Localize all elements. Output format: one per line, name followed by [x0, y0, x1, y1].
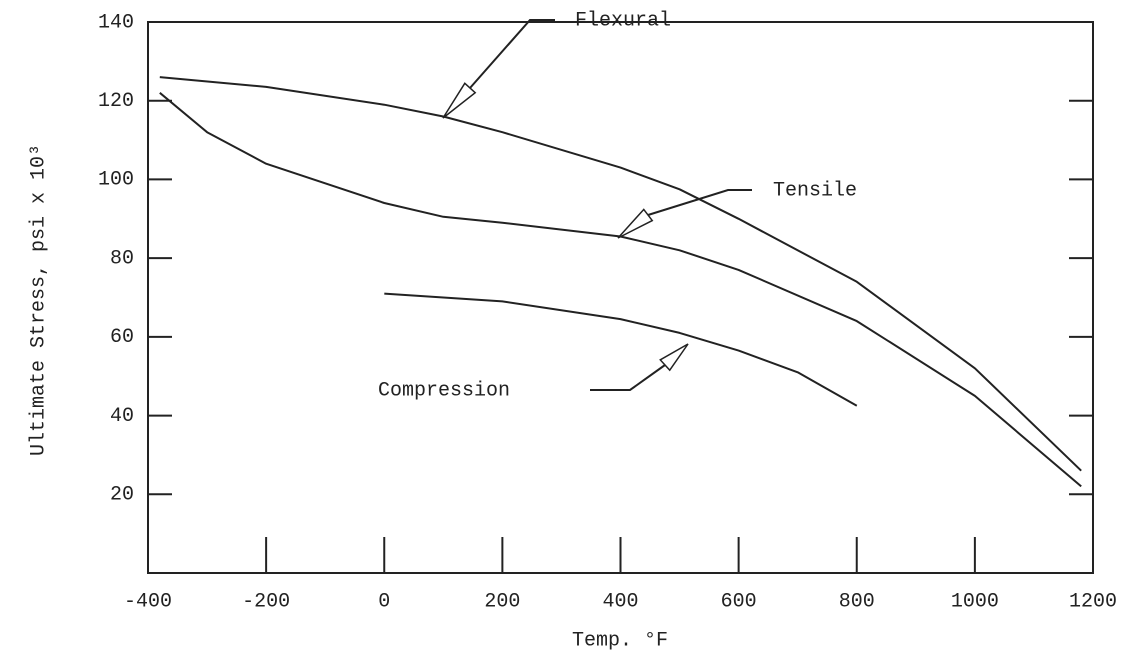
leader-line — [590, 364, 666, 391]
series-label: Tensile — [773, 179, 857, 202]
x-tick-label: -400 — [124, 590, 172, 613]
x-tick-label: 400 — [602, 590, 638, 613]
x-tick-label: 600 — [721, 590, 757, 613]
arrow-head — [617, 208, 654, 239]
y-tick-label: 100 — [98, 169, 134, 192]
y-axis-label: Ultimate Stress, psi x 10³ — [27, 144, 50, 456]
line — [159, 92, 1082, 488]
x-axis-label: Temp. °F — [572, 629, 668, 652]
y-tick-label: 80 — [110, 247, 134, 270]
x-tick-label: 1200 — [1069, 590, 1117, 613]
series-label: Flexural — [575, 9, 671, 32]
x-tick-label: 800 — [839, 590, 875, 613]
leader-line — [647, 189, 752, 216]
x-tick-label: 1000 — [951, 590, 999, 613]
x-tick-label: 200 — [484, 590, 520, 613]
arrow-head — [442, 82, 477, 119]
leader-line — [469, 19, 555, 89]
y-tick-label: 120 — [98, 90, 134, 113]
plot-frame — [147, 21, 1094, 574]
series-label: Compression — [378, 379, 510, 402]
y-tick-label: 20 — [110, 484, 134, 507]
y-tick-label: 140 — [98, 11, 134, 34]
line — [384, 292, 858, 407]
arrow-head — [659, 343, 689, 372]
x-tick-label: 0 — [378, 590, 390, 613]
y-tick-label: 40 — [110, 405, 134, 428]
y-tick-label: 60 — [110, 326, 134, 349]
x-tick-label: -200 — [242, 590, 290, 613]
line — [159, 76, 1082, 472]
